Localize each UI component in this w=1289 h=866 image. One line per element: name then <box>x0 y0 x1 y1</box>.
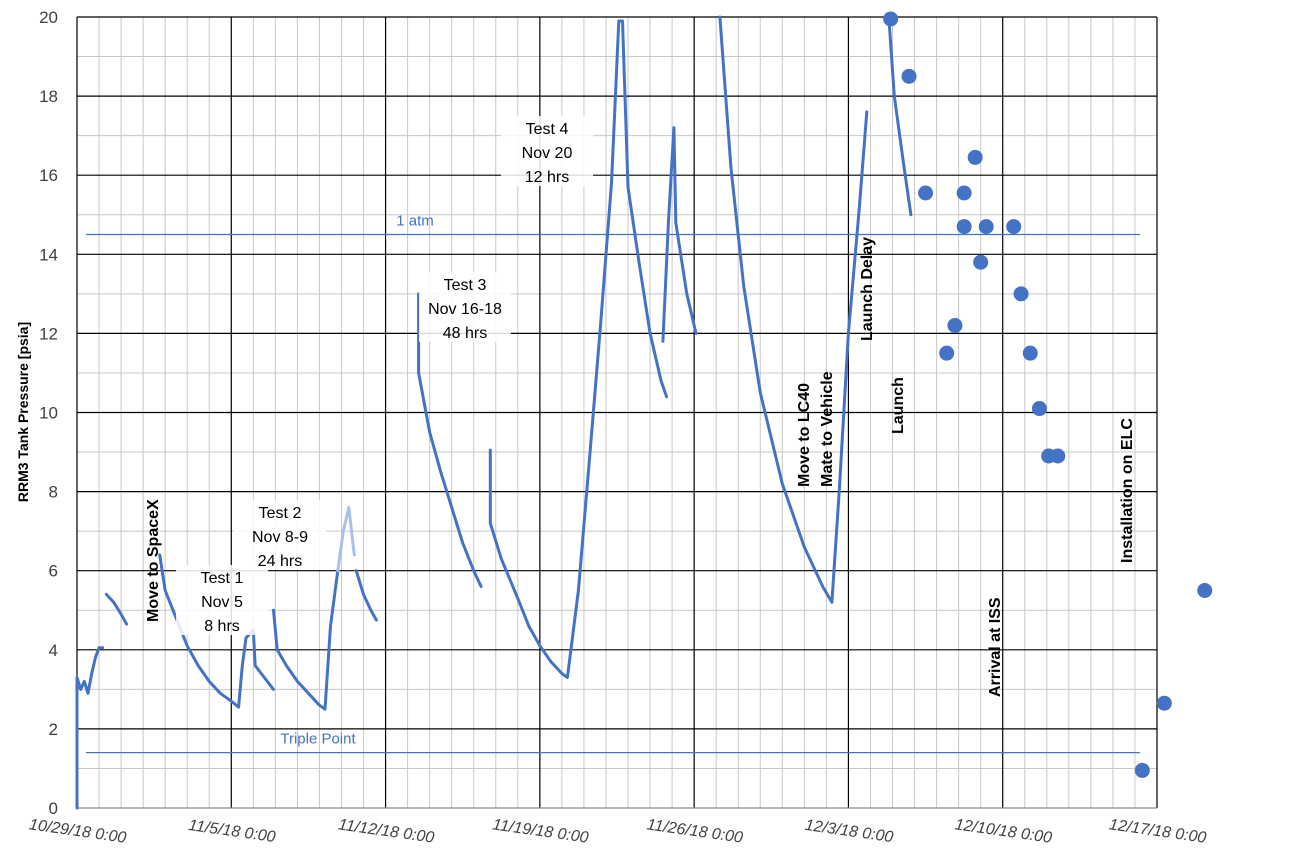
annotation-label: 48 hrs <box>443 325 487 342</box>
data-point <box>1031 401 1047 417</box>
annotation-label: 24 hrs <box>258 553 302 570</box>
data-point <box>883 11 899 27</box>
series-line-segment <box>354 569 378 622</box>
annotations: Test 1 Nov 5 8 hrs Test 2 Nov 8-9 24 hrs Test … <box>145 116 1136 697</box>
series-line-segment <box>104 592 129 626</box>
annotation-label: Nov 16-18 <box>428 301 502 318</box>
data-point <box>978 219 994 235</box>
series-line-segment <box>272 569 340 711</box>
y-axis-ticks: 0 2 4 6 8 10 12 14 16 18 20 <box>39 8 58 818</box>
data-point <box>1050 448 1066 464</box>
annotation-label: Move to LC40 <box>796 383 813 487</box>
annotation-label: Nov 20 <box>522 145 573 162</box>
annotation-box <box>501 116 593 186</box>
y-tick-label: 10 <box>39 404 58 423</box>
annotation-label: Installation on ELC <box>1119 418 1136 563</box>
y-tick-label: 8 <box>49 483 58 502</box>
annotation-label: Test 2 <box>259 505 302 522</box>
data-point <box>939 345 955 361</box>
y-tick-label: 20 <box>39 8 58 27</box>
annotation-box <box>419 272 511 342</box>
y-axis-title: RRM3 Tank Pressure [psia] <box>15 322 31 502</box>
data-point <box>973 254 989 270</box>
series-line-segment <box>718 15 869 604</box>
y-tick-label: 12 <box>39 324 58 343</box>
series-line-segment <box>488 19 669 679</box>
annotation-label: Launch <box>890 377 907 434</box>
annotation-label: Mate to Vehicle <box>819 371 836 487</box>
series-line-segment <box>417 292 483 588</box>
y-tick-label: 4 <box>49 641 58 660</box>
annotation-label: Nov 8-9 <box>252 529 308 546</box>
series-line-segment <box>336 505 356 573</box>
data-point <box>1006 219 1022 235</box>
data-point <box>1134 762 1150 778</box>
annotation-label: 8 hrs <box>204 618 240 635</box>
y-tick-label: 16 <box>39 166 58 185</box>
annotation-label: Nov 5 <box>201 594 243 611</box>
annotation-label: Test 4 <box>526 121 569 138</box>
y-tick-label: 6 <box>49 562 58 581</box>
annotation-label: 12 hrs <box>525 169 569 186</box>
series-line-segment <box>661 126 698 343</box>
reference-line-label: 1 atm <box>396 213 434 230</box>
reference-line-label: Triple Point <box>280 731 356 748</box>
data-point <box>947 317 963 333</box>
data-point <box>956 185 972 201</box>
data-point <box>901 68 917 84</box>
y-tick-label: 0 <box>49 799 58 818</box>
annotation-label: Launch Delay <box>859 237 876 341</box>
annotation-box <box>234 500 326 570</box>
y-tick-label: 14 <box>39 245 58 264</box>
annotation-label: Arrival at ISS <box>987 597 1004 697</box>
data-point <box>1197 582 1213 598</box>
data-point <box>918 185 934 201</box>
annotation-label: Move to SpaceX <box>145 499 162 622</box>
annotation-label: Test 1 <box>201 570 244 587</box>
series-line-segment <box>75 646 105 810</box>
y-tick-label: 2 <box>49 720 58 739</box>
annotation-box <box>176 565 268 635</box>
data-point <box>1013 286 1029 302</box>
y-tick-label: 18 <box>39 87 58 106</box>
data-point <box>1156 695 1172 711</box>
data-point <box>967 149 983 165</box>
data-point <box>956 219 972 235</box>
series-line-segment <box>887 15 913 217</box>
annotation-label: Test 3 <box>444 277 487 294</box>
data-series <box>75 11 1213 810</box>
data-point <box>1022 345 1038 361</box>
reference-lines: 1 atm Triple Point <box>86 213 1140 754</box>
